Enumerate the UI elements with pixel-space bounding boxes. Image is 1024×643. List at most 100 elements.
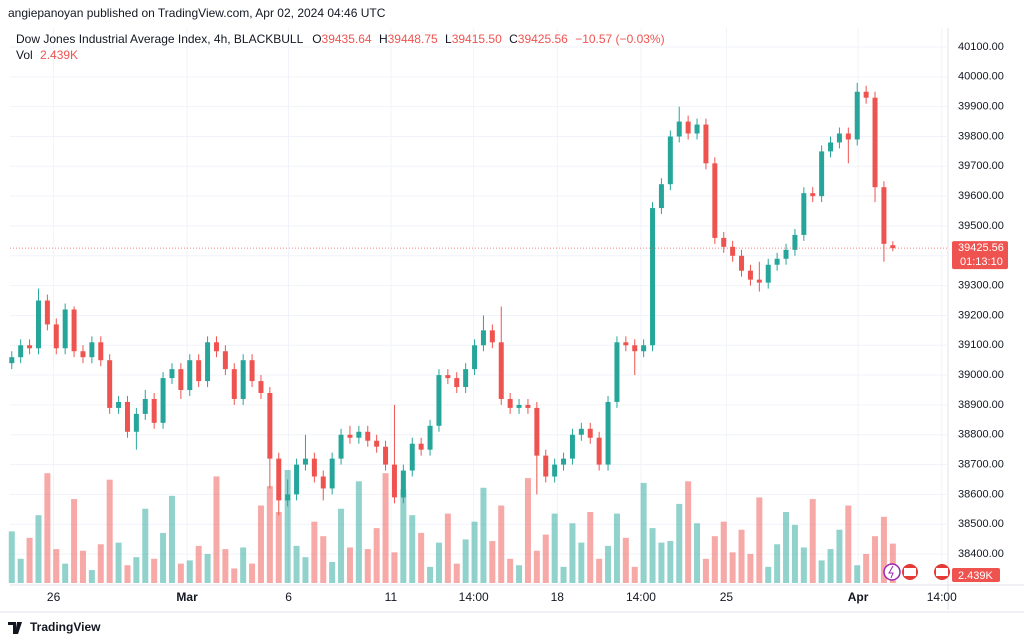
- volume-bar: [88, 570, 95, 583]
- l-label: L: [445, 32, 452, 46]
- volume-bar: [373, 528, 380, 583]
- candle-body: [338, 434, 344, 459]
- candle-body: [739, 255, 745, 271]
- volume-bar: [605, 545, 612, 583]
- candle-body: [836, 133, 842, 143]
- volume-bar: [142, 508, 149, 583]
- candle-body: [187, 360, 193, 391]
- volume-bar: [533, 550, 540, 583]
- candle-body: [507, 398, 513, 408]
- volume-bar: [195, 545, 202, 583]
- axes: 38400.00 38500.00 38600.00 38700.00 38800.00…: [10, 41, 1008, 604]
- volume-bar: [186, 560, 193, 583]
- candle-body: [116, 401, 122, 408]
- volume-bar: [498, 505, 505, 583]
- candle-body: [445, 375, 451, 379]
- candle-body: [605, 401, 611, 465]
- volume-bar: [257, 505, 264, 583]
- volume-bar: [818, 560, 825, 583]
- volume-bar: [124, 565, 131, 583]
- volume-bar: [133, 557, 140, 583]
- volume-bar: [35, 515, 42, 583]
- y-tick-label: 40100.00: [958, 41, 1004, 53]
- volume-bar: [471, 521, 478, 583]
- candle-body: [756, 279, 762, 283]
- volume-tag-label: 2.439K: [958, 570, 994, 582]
- y-tick-label: 39700.00: [958, 160, 1004, 172]
- volume-bar: [26, 537, 33, 583]
- l-value: 39415.50: [452, 32, 502, 46]
- candle-body: [632, 345, 638, 352]
- candle-body: [285, 494, 291, 501]
- x-tick-label: 18: [551, 590, 565, 604]
- y-tick-label: 40000.00: [958, 71, 1004, 83]
- volume-bar: [631, 566, 638, 583]
- volume-bar: [685, 481, 692, 583]
- volume-bar: [8, 531, 15, 583]
- y-tick-label: 38700.00: [958, 458, 1004, 470]
- x-tick-label: 26: [47, 590, 61, 604]
- x-tick-label: 6: [285, 590, 292, 604]
- volume-bar: [320, 536, 327, 583]
- flag-glyph: [936, 568, 948, 576]
- volume-bar: [427, 566, 434, 583]
- y-tick-label: 39800.00: [958, 130, 1004, 142]
- y-tick-label: 39600.00: [958, 190, 1004, 202]
- candle-body: [240, 360, 246, 399]
- candle-body: [596, 437, 602, 465]
- y-tick-label: 38400.00: [958, 548, 1004, 560]
- candle-body: [890, 245, 896, 249]
- candles: [9, 82, 896, 516]
- vol-value: 2.439K: [40, 48, 78, 62]
- candle-body: [730, 246, 736, 256]
- volume-bar: [355, 481, 362, 583]
- volume-bar: [266, 486, 273, 583]
- volume-bar: [79, 550, 86, 583]
- change: −10.57 (−0.03%): [575, 32, 664, 46]
- vol-label: Vol: [16, 48, 33, 62]
- candle-body: [534, 407, 540, 456]
- brand: TradingView: [8, 620, 101, 634]
- candle-body: [703, 124, 709, 164]
- volume-bar: [827, 549, 834, 583]
- candle-body: [667, 136, 673, 185]
- volume-bar: [676, 503, 683, 583]
- lightning-icon[interactable]: [883, 563, 901, 581]
- candle-body: [810, 193, 816, 197]
- candle-body: [44, 300, 50, 325]
- candle-body: [783, 249, 789, 259]
- y-tick-label: 39500.00: [958, 220, 1004, 232]
- volume-bar: [587, 511, 594, 583]
- y-tick-label: 38600.00: [958, 488, 1004, 500]
- volume-bar: [462, 539, 469, 583]
- candle-body: [819, 151, 825, 197]
- logo: [8, 622, 22, 634]
- volume-bar: [240, 547, 247, 583]
- candle-body: [872, 97, 878, 188]
- candle-body: [133, 413, 139, 432]
- volume-bar: [711, 536, 718, 583]
- volume-bar: [694, 523, 701, 583]
- volume-bar: [774, 544, 781, 583]
- candle-body: [302, 458, 308, 465]
- candle-body: [552, 464, 558, 477]
- volume-bar: [516, 565, 523, 583]
- candle-body: [311, 458, 317, 477]
- volume-bar: [809, 499, 816, 583]
- h-value: 39448.75: [388, 32, 438, 46]
- volume-bar: [418, 532, 425, 583]
- volume-bar: [613, 513, 620, 583]
- volume-bar: [658, 542, 665, 583]
- volume-bar: [453, 563, 460, 583]
- candle-body: [80, 351, 86, 358]
- volume-bar: [880, 516, 887, 583]
- volume-bar: [204, 553, 211, 583]
- x-tick-label: 14:00: [927, 590, 957, 604]
- candle-body: [623, 342, 629, 346]
- volume-bar: [560, 566, 567, 583]
- y-tick-label: 39300.00: [958, 280, 1004, 292]
- candle-body: [178, 369, 184, 391]
- volume-bar: [302, 557, 309, 583]
- volume-bar: [97, 544, 104, 583]
